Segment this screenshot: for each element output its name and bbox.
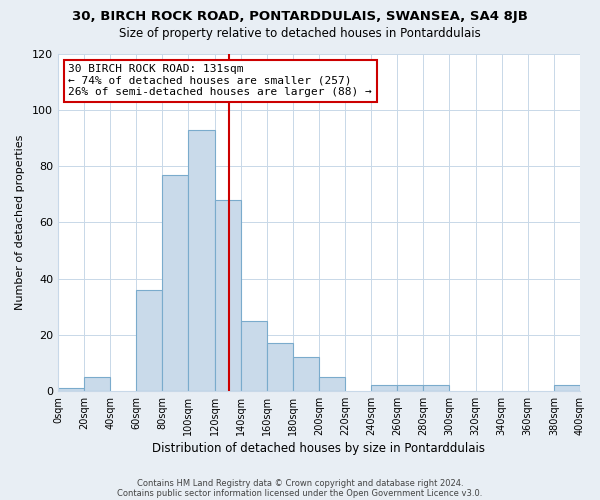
Bar [397,385,424,391]
Bar [188,130,215,391]
Bar [319,377,345,391]
Text: Size of property relative to detached houses in Pontarddulais: Size of property relative to detached ho… [119,28,481,40]
Bar [241,320,267,391]
Y-axis label: Number of detached properties: Number of detached properties [15,134,25,310]
Bar [215,200,241,391]
Text: 30, BIRCH ROCK ROAD, PONTARDDULAIS, SWANSEA, SA4 8JB: 30, BIRCH ROCK ROAD, PONTARDDULAIS, SWAN… [72,10,528,23]
Text: 30 BIRCH ROCK ROAD: 131sqm
← 74% of detached houses are smaller (257)
26% of sem: 30 BIRCH ROCK ROAD: 131sqm ← 74% of deta… [68,64,372,98]
Text: Contains HM Land Registry data © Crown copyright and database right 2024.: Contains HM Land Registry data © Crown c… [137,478,463,488]
Text: Contains public sector information licensed under the Open Government Licence v3: Contains public sector information licen… [118,488,482,498]
Bar [424,385,449,391]
X-axis label: Distribution of detached houses by size in Pontarddulais: Distribution of detached houses by size … [152,442,485,455]
Bar [293,357,319,391]
Bar [371,385,397,391]
Bar [136,290,163,391]
Bar [554,385,580,391]
Bar [267,343,293,391]
Bar [163,174,188,391]
Bar [84,377,110,391]
Bar [58,388,84,391]
